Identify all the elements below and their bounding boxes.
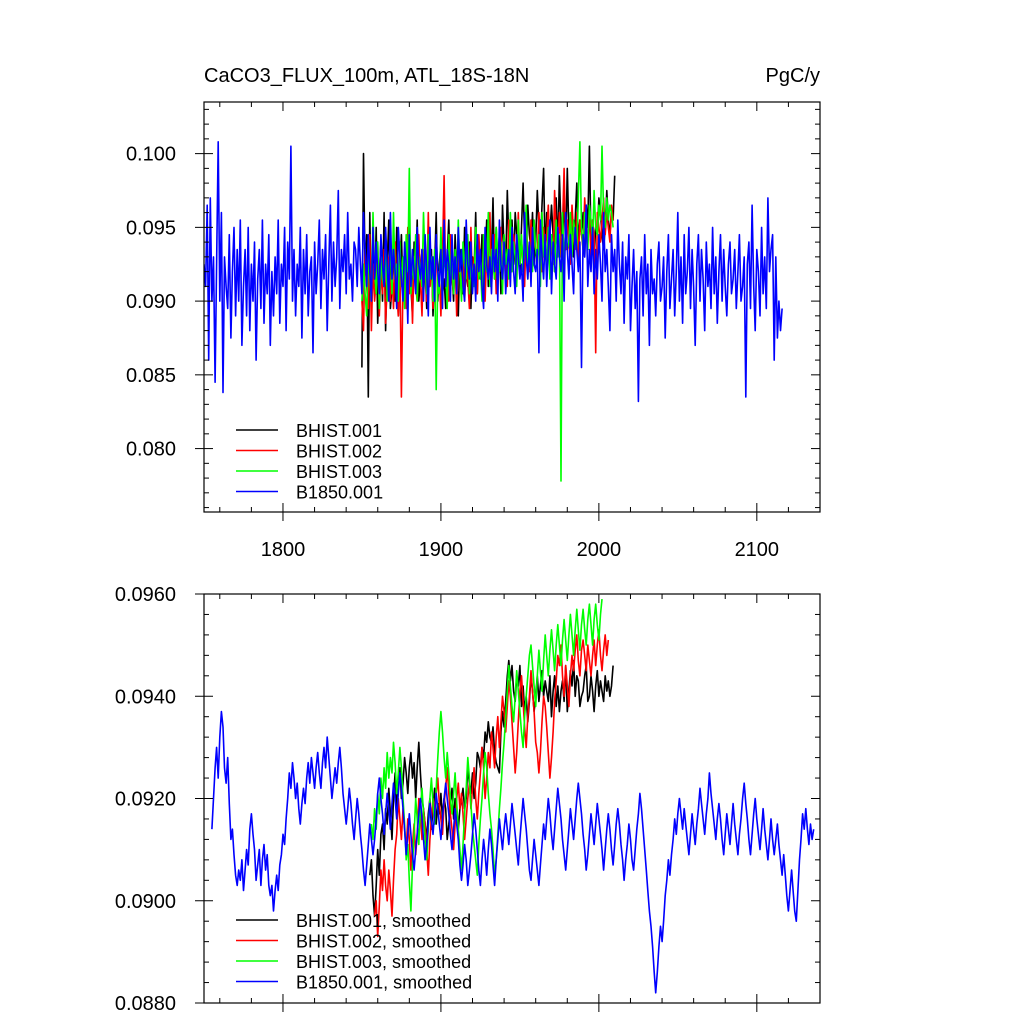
top-panel: CaCO3_FLUX_100m, ATL_18S-18N PgC/y 1800 1… [126,65,821,561]
top-series-lines [204,141,783,482]
bottom-series-bhist-001-smoothed [369,659,614,917]
bottom-y-tick-label: 0.0880 [115,993,176,1015]
top-plot-frame [203,101,821,513]
top-y-tick-label: 0.085 [126,365,176,387]
bottom-y-tick-label: 0.0960 [115,584,176,606]
top-y-tick-label: 0.100 [126,144,176,166]
bottom-panel: 0.0880 0.0900 0.0920 0.0940 0.0960 BHIST.001… [115,584,821,1015]
units-label: PgC/y [766,65,820,87]
bottom-series-lines [211,599,815,994]
top-y-tick-label: 0.080 [126,439,176,461]
top-x-tick-label: 2000 [577,539,622,561]
bottom-y-tick-label: 0.0940 [115,686,176,708]
bottom-y-tick-label: 0.0900 [115,891,176,913]
bottom-axes: 0.0880 0.0900 0.0920 0.0940 0.0960 [115,584,821,1015]
top-legend-label-b1850-001: B1850.001 [296,483,383,503]
bottom-legend-label-bhist-002-smoothed: BHIST.002, smoothed [296,932,471,952]
bottom-legend-label-bhist-001-smoothed: BHIST.001, smoothed [296,911,471,931]
top-x-tick-label: 2100 [735,539,780,561]
bottom-legend-label-bhist-003-smoothed: BHIST.003, smoothed [296,952,471,972]
top-x-tick-label: 1900 [419,539,464,561]
bottom-y-tick-label: 0.0920 [115,789,176,811]
top-legend-label-bhist-001: BHIST.001 [296,421,382,441]
top-y-tick-label: 0.095 [126,217,176,239]
bottom-legend-label-b1850-001-smoothed: B1850.001, smoothed [296,973,472,993]
top-series-b1850-001 [204,141,783,403]
top-axes: 1800 1900 2000 2100 0.080 0.085 0.090 0.095 0.10… [126,101,821,561]
top-y-tick-label: 0.090 [126,291,176,313]
bottom-series-b1850-001-smoothed [211,710,815,994]
top-series-bhist-003 [361,141,614,482]
top-x-tick-label: 1800 [261,539,306,561]
bottom-series-bhist-003-smoothed [370,599,603,912]
top-legend-label-bhist-002: BHIST.002 [296,442,382,462]
chart-title: CaCO3_FLUX_100m, ATL_18S-18N [204,65,529,87]
top-legend-label-bhist-003: BHIST.003 [296,462,382,482]
